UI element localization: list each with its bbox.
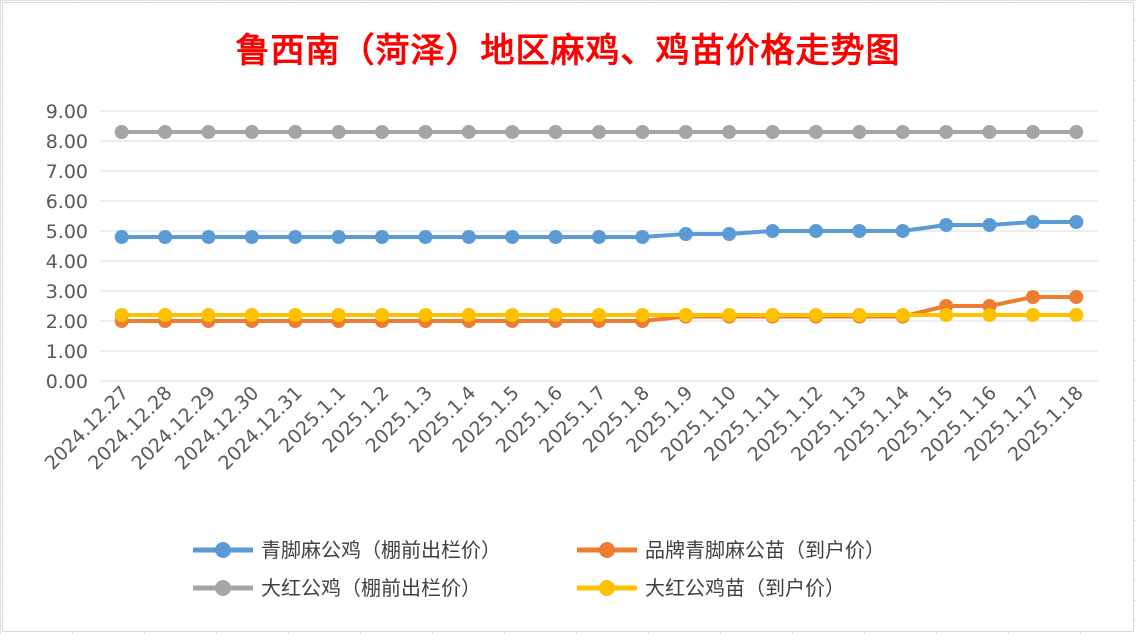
- data-point: [201, 125, 216, 139]
- data-point: [201, 230, 216, 244]
- data-point: [592, 125, 606, 139]
- data-point: [418, 308, 433, 322]
- data-point: [982, 308, 997, 322]
- data-point: [288, 308, 303, 322]
- legend-swatch-marker: [599, 580, 615, 596]
- data-point: [114, 230, 129, 244]
- data-point: [852, 224, 867, 238]
- data-point: [158, 125, 173, 139]
- data-point: [461, 230, 476, 244]
- y-tick-label: 9.00: [46, 101, 88, 123]
- data-point: [1069, 308, 1084, 322]
- data-point: [505, 308, 520, 322]
- data-point: [201, 308, 216, 322]
- data-point: [1069, 215, 1084, 229]
- data-point: [852, 308, 867, 322]
- y-tick-label: 2.00: [46, 311, 88, 333]
- data-point: [505, 125, 520, 139]
- data-point: [331, 308, 346, 322]
- legend-swatch-marker: [215, 542, 231, 558]
- chart-title: 鲁西南（菏泽）地区麻鸡、鸡苗价格走势图: [235, 31, 901, 71]
- y-tick-label: 7.00: [46, 161, 88, 183]
- legend-label: 大红公鸡苗（到户价）: [645, 576, 845, 600]
- data-point: [852, 125, 867, 139]
- data-point: [331, 125, 346, 139]
- data-point: [939, 218, 954, 232]
- legend-label: 品牌青脚麻公苗（到户价）: [645, 538, 885, 562]
- data-point: [895, 125, 910, 139]
- data-point: [592, 308, 606, 322]
- data-point: [158, 308, 173, 322]
- data-point: [939, 125, 954, 139]
- data-point: [158, 230, 173, 244]
- data-point: [244, 230, 259, 244]
- data-point: [808, 125, 823, 139]
- data-point: [808, 308, 823, 322]
- y-tick-label: 3.00: [46, 281, 88, 303]
- data-point: [375, 125, 390, 139]
- data-point: [808, 224, 823, 238]
- data-point: [895, 308, 910, 322]
- data-point: [548, 230, 563, 244]
- data-point: [375, 230, 390, 244]
- data-point: [765, 224, 780, 238]
- data-point: [244, 125, 259, 139]
- data-point: [288, 230, 303, 244]
- data-point: [418, 125, 433, 139]
- data-point: [982, 125, 997, 139]
- data-point: [1069, 125, 1084, 139]
- data-point: [418, 230, 433, 244]
- data-point: [765, 308, 780, 322]
- data-point: [114, 308, 129, 322]
- data-point: [939, 308, 954, 322]
- data-point: [505, 230, 520, 244]
- data-point: [1025, 215, 1040, 229]
- legend-swatch-marker: [599, 542, 615, 558]
- y-tick-label: 4.00: [46, 251, 88, 273]
- y-tick-label: 6.00: [46, 191, 88, 213]
- data-point: [678, 308, 693, 322]
- data-point: [1025, 125, 1040, 139]
- data-point: [895, 224, 910, 238]
- data-point: [548, 308, 563, 322]
- data-point: [548, 125, 563, 139]
- data-point: [288, 125, 303, 139]
- data-point: [461, 308, 476, 322]
- y-tick-label: 1.00: [46, 341, 88, 363]
- data-point: [722, 125, 737, 139]
- data-point: [678, 227, 693, 241]
- legend-label: 青脚麻公鸡（棚前出栏价）: [261, 538, 501, 562]
- data-point: [1025, 290, 1040, 304]
- data-point: [592, 230, 606, 244]
- data-point: [244, 308, 259, 322]
- data-point: [461, 125, 476, 139]
- y-tick-label: 5.00: [46, 221, 88, 243]
- data-point: [635, 308, 650, 322]
- data-point: [375, 308, 390, 322]
- data-point: [722, 308, 737, 322]
- legend-label: 大红公鸡（棚前出栏价）: [261, 576, 481, 600]
- data-point: [635, 125, 650, 139]
- data-point: [635, 230, 650, 244]
- y-tick-label: 8.00: [46, 131, 88, 153]
- data-point: [1069, 290, 1084, 304]
- y-tick-label: 0.00: [46, 371, 88, 393]
- data-point: [982, 218, 997, 232]
- data-point: [678, 125, 693, 139]
- data-point: [722, 227, 737, 241]
- data-point: [114, 125, 129, 139]
- legend-swatch-marker: [215, 580, 231, 596]
- data-point: [331, 230, 346, 244]
- data-point: [1025, 308, 1040, 322]
- data-point: [765, 125, 780, 139]
